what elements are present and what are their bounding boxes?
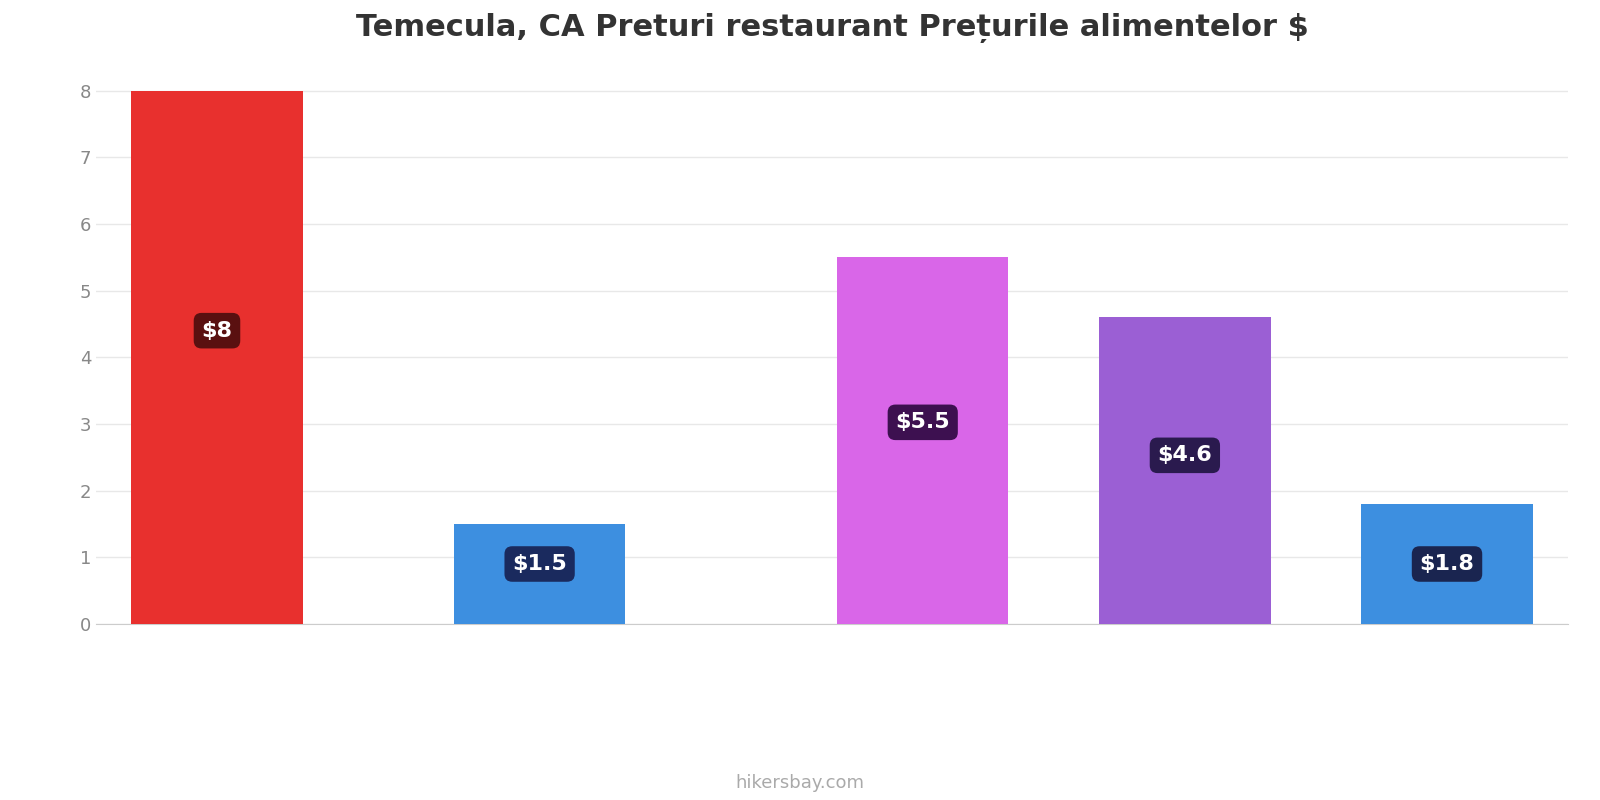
Text: $8: $8	[202, 321, 232, 341]
Text: $4.6: $4.6	[1157, 446, 1213, 466]
Text: $1.8: $1.8	[1419, 554, 1475, 574]
Bar	[837, 258, 1008, 624]
Bar	[454, 524, 626, 624]
Bar	[131, 90, 302, 624]
Text: hikersbay.com: hikersbay.com	[736, 774, 864, 792]
Bar	[1099, 318, 1270, 624]
Title: Temecula, CA Preturi restaurant Prețurile alimentelor $: Temecula, CA Preturi restaurant Prețuril…	[355, 14, 1309, 43]
Text: $5.5: $5.5	[896, 412, 950, 432]
Text: $1.5: $1.5	[512, 554, 566, 574]
Bar	[1362, 504, 1533, 624]
